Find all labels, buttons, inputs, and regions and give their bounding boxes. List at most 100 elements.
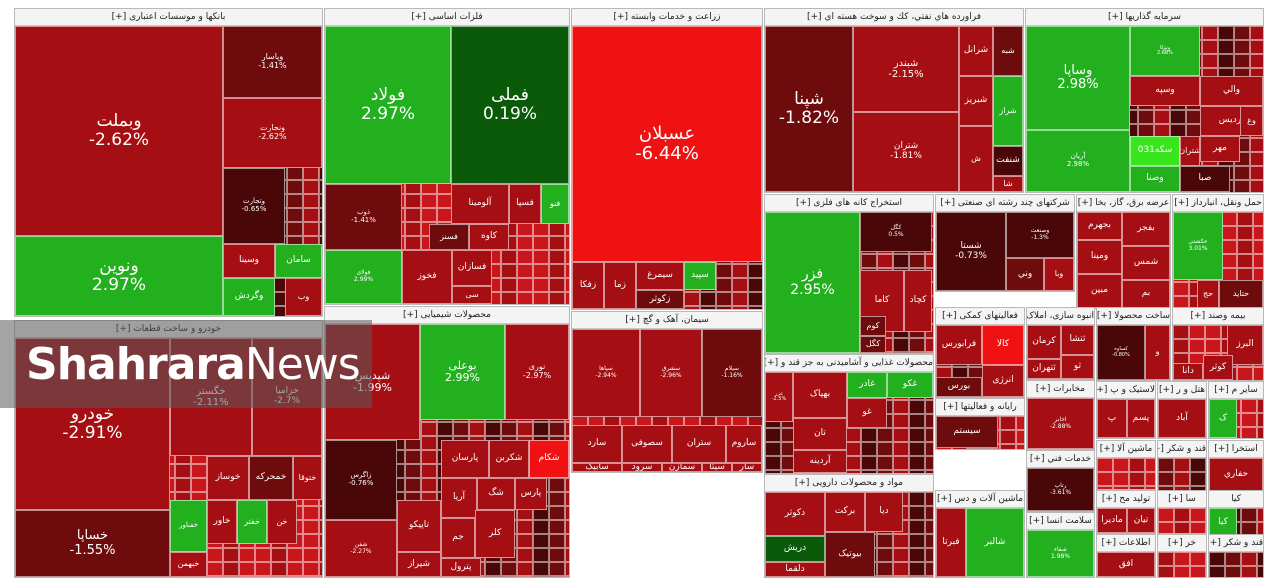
sector-header[interactable]: سلامت انسا [+] [1027,513,1094,530]
stock-tile[interactable]: بورس [936,377,982,397]
stock-tile[interactable]: بفجر [1122,212,1170,246]
stock-tile[interactable]: بجهرم [1077,212,1122,240]
stock-tile[interactable]: شراز [993,76,1023,146]
stock-tile[interactable]: شکام [529,440,569,478]
sector-header[interactable]: تولید مح [+] [1097,491,1155,508]
sector-header[interactable]: انبوه سازی، املاک [+] [1027,308,1094,325]
stock-tile[interactable]: حج [1197,280,1219,308]
stock-tile[interactable]: ومینا [1077,240,1122,274]
stock-tile[interactable]: خن [267,500,297,544]
stock-tile[interactable]: تیان [1127,508,1155,533]
stock-tile[interactable]: آریا [441,478,477,518]
stock-tile[interactable]: حکشتی 3.01% [1173,212,1223,280]
stock-tile[interactable]: سپاها -2.94% [572,329,640,417]
stock-tile[interactable]: فملی 0.19% [451,26,569,184]
sector-header[interactable]: قند و شکر [+] [1158,441,1206,458]
stock-tile[interactable]: ش [959,126,993,192]
stock-tile[interactable]: فسنز [429,224,469,250]
stock-tile[interactable]: فبرتا [936,508,966,577]
stock-tile[interactable]: وبملت -2.62% [15,26,223,236]
stock-tile[interactable]: ثتهران [1027,359,1061,379]
stock-tile[interactable]: آپ [966,448,998,449]
stock-tile[interactable]: ذوب -1.41% [325,184,402,250]
stock-tile[interactable]: سیستم [936,416,998,448]
stock-tile[interactable]: زاگرس -0.76% [325,440,397,520]
stock-tile[interactable]: ک [1209,399,1237,438]
stock-tile[interactable]: حفاري [1209,458,1263,491]
sector-header[interactable]: سیمان، آهک و گچ [+] [572,312,762,329]
sector-header[interactable]: عرضه برق، گاز، بخا [+] [1077,195,1170,212]
stock-tile[interactable]: شتران [1180,136,1200,166]
stock-tile[interactable]: خفتر [237,500,267,544]
stock-tile[interactable]: وسینا [223,244,275,278]
stock-tile[interactable]: کساوه -0.80% [1097,325,1145,380]
stock-tile[interactable]: خمحرکه [249,456,293,500]
sector-header[interactable]: مخابرات [+] [1027,381,1094,398]
sector-header[interactable]: حمل ونقل، انبارداز [+] [1173,195,1263,212]
stock-tile[interactable]: وني [1006,258,1044,291]
sector-header[interactable]: فراورده هاي نفتي، كك و سوخت هسته اي [+] [765,9,1023,26]
sector-header[interactable]: محصولات غذایی و آشامیدنی به جز قند و [+] [765,355,933,372]
stock-tile[interactable]: شبندر -2.15% [853,26,959,112]
stock-tile[interactable]: فزر 2.95% [765,212,860,353]
sector-header[interactable]: اطلاعات [+] [1097,535,1155,552]
stock-tile[interactable]: سصوفی [622,425,672,463]
stock-tile[interactable]: رتاپ -3.61% [1027,468,1094,511]
sector-header[interactable]: استخراج کانه های فلزی [+] [765,195,933,212]
stock-tile[interactable]: پترول [441,558,481,577]
stock-tile[interactable]: زما [604,262,636,309]
stock-tile[interactable]: دیا [865,492,903,532]
stock-tile[interactable]: فولای 2.99% [325,250,402,304]
stock-tile[interactable]: فنو [541,184,569,224]
stock-tile[interactable]: ونوین 2.97% [15,236,223,316]
stock-tile[interactable]: بیوتیک [825,532,875,577]
stock-tile[interactable]: زفکا [572,262,604,309]
stock-tile[interactable]: نوری -2.97% [505,324,569,420]
stock-tile[interactable]: حتاید [1219,280,1263,308]
sector-header[interactable]: زراعت و خدمات وابسته [+] [572,9,762,26]
stock-tile[interactable]: بم [1122,280,1170,308]
stock-tile[interactable]: ختوقا [293,456,322,500]
stock-tile[interactable]: سیمرغ [636,262,684,290]
sector-header[interactable]: بانکها و موسسات اعتباری [+] [15,9,322,26]
sector-header[interactable]: استخرا [+] [1209,441,1263,458]
stock-tile[interactable]: خاور [207,500,237,544]
stock-tile[interactable]: کچاد [904,270,932,332]
sector-header[interactable]: سرمایه گذاریها [+] [1026,9,1263,26]
stock-tile[interactable]: فسپا [509,184,541,224]
stock-tile[interactable]: وتوکا 2.68% [1130,26,1200,76]
stock-tile[interactable]: دلقما [765,562,825,577]
stock-tile[interactable]: وغ [1240,106,1263,136]
stock-tile[interactable]: خبهمن [170,552,207,577]
stock-tile[interactable]: سکه031 [1130,136,1180,166]
stock-tile[interactable]: وصنعت -1.3% [1006,212,1074,258]
stock-tile[interactable]: مهر [1200,136,1240,162]
stock-tile[interactable]: ونجارت -2.62% [223,98,322,168]
stock-tile[interactable]: اخابر -2.88% [1027,398,1094,449]
stock-tile[interactable]: شفاء 1.98% [1027,530,1094,577]
stock-tile[interactable]: برکت [825,492,865,532]
stock-tile[interactable]: شا [993,176,1023,192]
stock-tile[interactable]: شالبر [966,508,1024,577]
stock-tile[interactable]: فخوز [402,250,452,304]
stock-tile[interactable]: غو [847,398,887,428]
stock-tile[interactable]: شفن -2.27% [325,520,397,577]
stock-tile[interactable]: آریان 2.98% [1026,130,1130,192]
stock-tile[interactable]: سیتا [702,463,732,472]
sector-header[interactable]: ماشین آلا [+] [1097,441,1155,458]
stock-tile[interactable]: دریش [765,536,825,562]
stock-tile[interactable]: پارس [515,478,547,510]
stock-tile[interactable]: فسازان [452,250,492,286]
stock-tile[interactable]: شگ [477,478,515,510]
stock-tile[interactable]: شتران -1.81% [853,112,959,192]
stock-tile[interactable]: شمس [1122,246,1170,280]
stock-tile[interactable]: سی [452,286,492,304]
stock-tile[interactable]: کالا [982,325,1024,365]
stock-tile[interactable]: کاوه [469,224,509,250]
stock-tile[interactable]: سیلام -1.16% [702,329,762,417]
stock-tile[interactable]: خفناور [170,500,207,552]
stock-tile[interactable]: وساپا 2.98% [1026,26,1130,130]
stock-tile[interactable]: ثتشا [1061,325,1094,355]
stock-tile[interactable]: سآبیک [572,463,622,472]
stock-tile[interactable]: سامان [275,244,322,278]
